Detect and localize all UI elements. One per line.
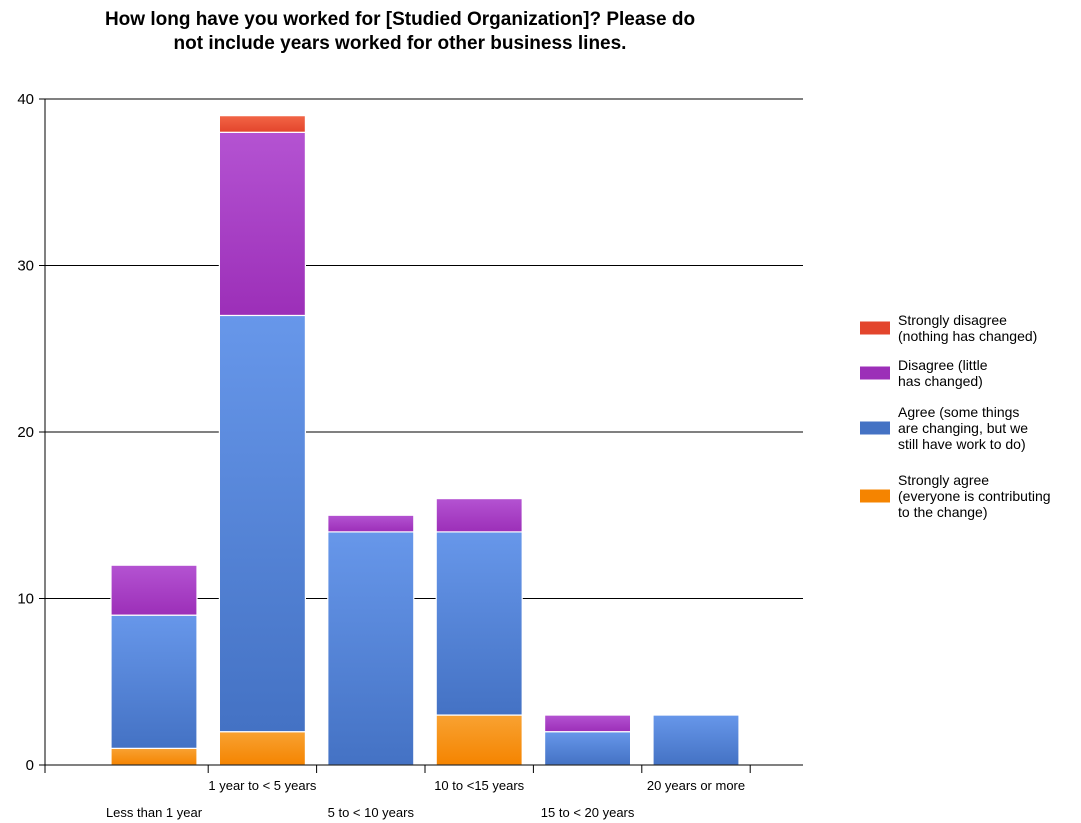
chart-title: How long have you worked for [Studied Or… xyxy=(0,8,800,56)
bar-segment xyxy=(435,714,523,766)
legend-swatch xyxy=(860,489,890,503)
x-tick-label: 1 year to < 5 years xyxy=(208,778,317,793)
legend-swatch xyxy=(860,366,890,380)
y-tick-label-40: 40 xyxy=(17,91,34,108)
bar-segment xyxy=(218,731,306,766)
x-tick-label: 20 years or more xyxy=(647,778,745,793)
bar-segment xyxy=(110,747,198,766)
bar-segment xyxy=(652,714,740,766)
gridlines xyxy=(45,98,803,599)
legend-swatch xyxy=(860,321,890,335)
legend-swatch xyxy=(860,421,890,435)
bar-segment xyxy=(543,731,632,766)
bar-segment xyxy=(543,714,632,733)
legend-label: Strongly disagree (nothing has changed) xyxy=(898,312,1037,344)
bar-segment xyxy=(435,531,523,716)
bar-segment xyxy=(218,314,306,733)
y-tick-label-0: 0 xyxy=(26,757,34,774)
bar-segment xyxy=(435,498,523,533)
y-tick-label-20: 20 xyxy=(17,424,34,441)
legend-label: Disagree (little has changed) xyxy=(898,357,988,389)
bars xyxy=(110,115,740,766)
bar-segment xyxy=(327,514,415,533)
chart-title-line-1: How long have you worked for [Studied Or… xyxy=(104,9,696,30)
y-tick-label-30: 30 xyxy=(17,258,34,275)
x-tick-label: 10 to <15 years xyxy=(434,778,524,793)
x-tick-label: 5 to < 10 years xyxy=(328,805,415,820)
legend-label: Strongly agree (everyone is contributing t… xyxy=(898,472,1051,520)
bar-segment xyxy=(218,115,306,133)
x-tick-label: Less than 1 year xyxy=(106,805,203,820)
legend: Strongly disagree (nothing has changed) Di… xyxy=(860,312,1051,520)
chart-title-line-2: not include years worked for other busin… xyxy=(173,33,627,54)
legend-label: Agree (some things are changing, but we st… xyxy=(898,404,1028,452)
x-tick-label: 15 to < 20 years xyxy=(541,805,635,820)
bar-segment xyxy=(110,564,198,616)
bar-segment xyxy=(327,531,415,766)
y-tick-label-10: 10 xyxy=(17,591,34,608)
bar-segment xyxy=(110,614,198,749)
bar-segment xyxy=(218,131,306,317)
axes: 0 10 20 30 40 Less than 1 year 1 year to < 5 y… xyxy=(17,91,803,820)
